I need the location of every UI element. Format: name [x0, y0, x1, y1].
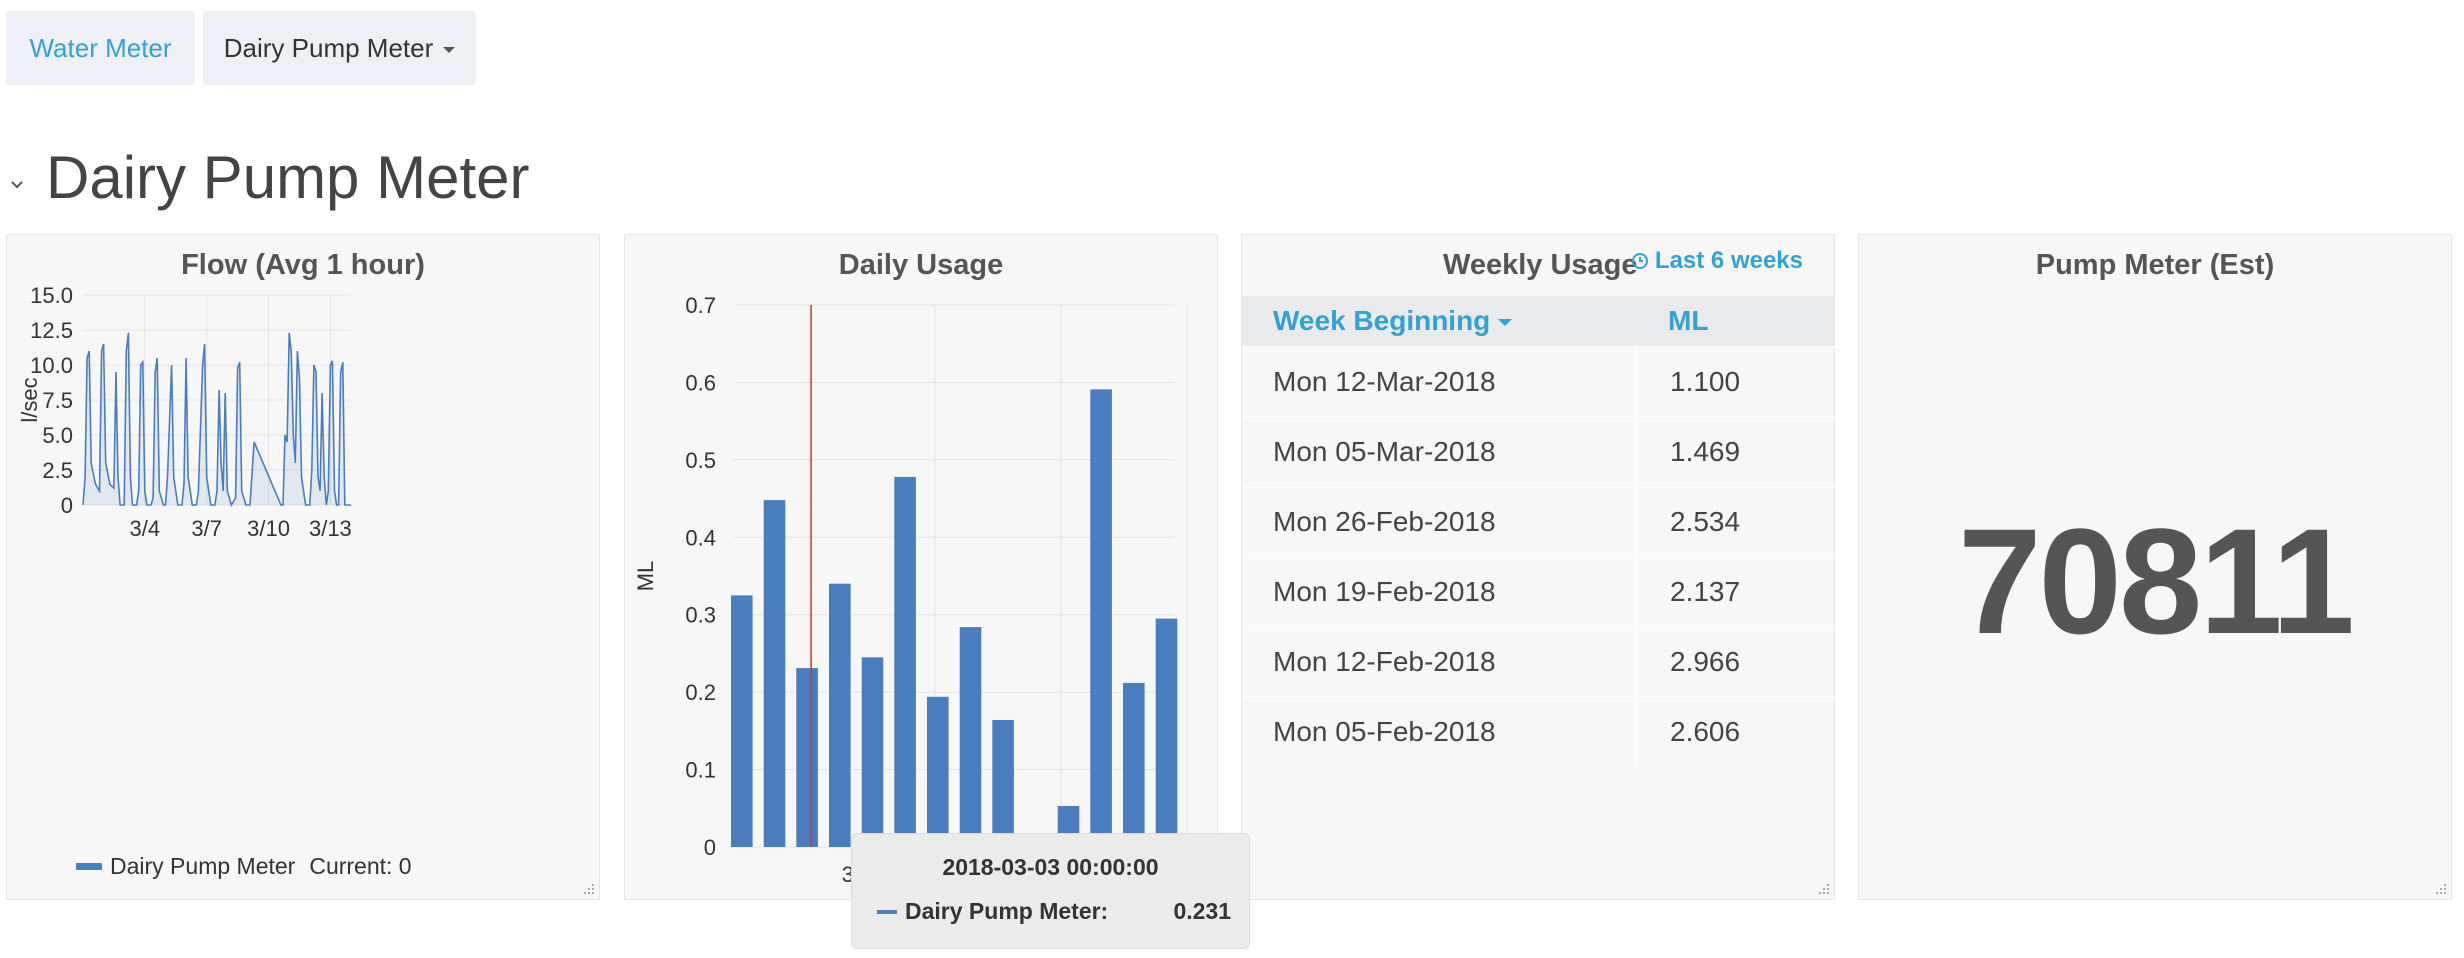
table-row: Mon 19-Feb-2018 2.137 — [1242, 556, 1835, 627]
chevron-down-icon[interactable] — [10, 178, 24, 192]
flow-chart[interactable]: 15.0 12.5 10.0 7.5 5.0 2.5 0 3/4 3/7 3/10 3/13 l/se… — [7, 235, 601, 835]
week-cell: Mon 05-Feb-2018 — [1242, 696, 1636, 766]
bar — [1090, 389, 1112, 847]
y-tick-label: 0.4 — [685, 525, 716, 550]
nav-dropdown-dairy-pump-meter[interactable]: Dairy Pump Meter — [203, 11, 476, 85]
singlestat-value: 70811 — [1958, 497, 2355, 665]
ml-cell: 2.966 — [1634, 626, 1835, 697]
panel-title-weekly-usage[interactable]: Weekly Usage — [1443, 249, 1638, 281]
legend-swatch — [76, 863, 102, 870]
week-cell: Mon 12-Feb-2018 — [1242, 626, 1636, 697]
week-cell: Mon 19-Feb-2018 — [1242, 556, 1636, 627]
y-tick-label: 0.6 — [685, 370, 716, 395]
clock-icon — [1631, 253, 1648, 269]
nav-link-water-meter-label: Water Meter — [29, 32, 172, 63]
ml-cell: 2.534 — [1634, 486, 1835, 557]
legend-current-value: Current: 0 — [309, 853, 412, 879]
daily-usage-chart[interactable]: 0.70.60.50.40.30.20.10ML3/4 — [625, 235, 1219, 901]
y-tick-label: 0.7 — [685, 293, 716, 318]
y-tick-label: 0.5 — [685, 448, 716, 473]
bar — [894, 476, 916, 847]
week-cell: Mon 12-Mar-2018 — [1242, 346, 1636, 417]
flow-legend[interactable]: Dairy Pump Meter Current: 0 — [76, 853, 412, 880]
y-tick-label: 0.2 — [685, 680, 716, 705]
bar — [731, 595, 753, 847]
x-tick-label: 3/4 — [130, 516, 161, 541]
y-tick-label: 2.5 — [42, 458, 73, 483]
y-tick-label: 12.5 — [30, 318, 73, 343]
series-line — [82, 332, 351, 507]
time-range-label: Last 6 weeks — [1654, 247, 1803, 274]
tooltip-time: 2018-03-03 00:00:00 — [942, 854, 1159, 880]
nav-link-water-meter[interactable]: Water Meter — [6, 11, 195, 85]
bar — [796, 668, 818, 847]
panel-title-daily-usage[interactable]: Daily Usage — [838, 249, 1004, 281]
pump-meter-panel: Pump Meter (Est) 70811 — [1858, 234, 2452, 900]
weekly-usage-panel: Weekly Usage Last 6 weeks Week Beginning… — [1241, 234, 1835, 900]
tooltip-swatch — [877, 909, 897, 914]
column-header-week-beginning[interactable]: Week Beginning — [1242, 296, 1636, 347]
week-cell: Mon 05-Mar-2018 — [1242, 416, 1636, 487]
y-tick-label: 0.3 — [685, 603, 716, 628]
daily-usage-panel: Daily Usage 0.70.60.50.40.30.20.10ML3/4 — [624, 234, 1218, 900]
y-tick-label: 15.0 — [30, 283, 73, 308]
bar — [861, 657, 884, 847]
bar — [992, 720, 1014, 847]
x-tick-label: 3/10 — [247, 516, 290, 541]
bar — [763, 500, 786, 847]
flow-panel: Flow (Avg 1 hour) 15.0 12.5 10.0 7.5 5.0 2.5 0… — [6, 234, 600, 900]
sort-desc-icon — [1498, 319, 1513, 327]
time-range-link[interactable]: Last 6 weeks — [1631, 247, 1803, 275]
weekly-usage-table: Week Beginning ML Mon 12-Mar-2018 1.100 M… — [1242, 296, 1835, 766]
y-tick-label: 0 — [704, 835, 716, 860]
row-title[interactable]: Dairy Pump Meter — [46, 144, 530, 211]
y-tick-label: 0 — [61, 493, 73, 518]
ml-cell: 2.137 — [1634, 556, 1835, 627]
table-row: Mon 26-Feb-2018 2.534 — [1242, 486, 1835, 557]
tooltip-series-label: Dairy Pump Meter: — [905, 898, 1109, 924]
y-tick-label: 10.0 — [30, 353, 73, 378]
y-tick-label: 0.1 — [685, 758, 716, 783]
column-header-label: Week Beginning — [1273, 305, 1491, 336]
chart-tooltip: 2018-03-03 00:00:00 Dairy Pump Meter: 0.… — [851, 833, 1250, 949]
nav-dropdown-label: Dairy Pump Meter — [223, 32, 434, 63]
y-tick-label: 7.5 — [42, 388, 73, 413]
panel-title-flow[interactable]: Flow (Avg 1 hour) — [181, 249, 425, 281]
table-row: Mon 05-Feb-2018 2.606 — [1242, 696, 1835, 766]
column-header-ml[interactable]: ML — [1636, 296, 1835, 347]
bar — [829, 583, 851, 847]
bar — [959, 627, 982, 847]
y-tick-label: 5.0 — [42, 423, 73, 448]
ml-cell: 1.469 — [1634, 416, 1835, 487]
y-axis-label: ML — [633, 561, 658, 592]
y-axis-label: l/sec — [17, 377, 42, 422]
resize-handle-icon[interactable] — [1816, 881, 1830, 895]
table-row: Mon 12-Mar-2018 1.100 — [1242, 346, 1835, 417]
x-tick-label: 3/13 — [309, 516, 352, 541]
bar — [1155, 618, 1178, 847]
bar — [927, 696, 949, 847]
week-cell: Mon 26-Feb-2018 — [1242, 486, 1636, 557]
tooltip-series-row: Dairy Pump Meter: 0.231 — [877, 898, 1231, 925]
resize-handle-icon[interactable] — [2433, 881, 2447, 895]
bar — [1123, 682, 1145, 847]
table-row: Mon 05-Mar-2018 1.469 — [1242, 416, 1835, 487]
legend-series-label[interactable]: Dairy Pump Meter — [110, 853, 296, 879]
x-tick-label: 3/7 — [191, 516, 222, 541]
series-area — [83, 332, 351, 505]
resize-handle-icon[interactable] — [581, 881, 595, 895]
ml-cell: 1.100 — [1634, 346, 1835, 417]
panel-title-pump-meter[interactable]: Pump Meter (Est) — [2035, 249, 2275, 281]
tooltip-value: 0.231 — [1173, 898, 1231, 924]
table-row: Mon 12-Feb-2018 2.966 — [1242, 626, 1835, 697]
ml-cell: 2.606 — [1634, 696, 1835, 766]
caret-down-icon — [443, 47, 456, 53]
